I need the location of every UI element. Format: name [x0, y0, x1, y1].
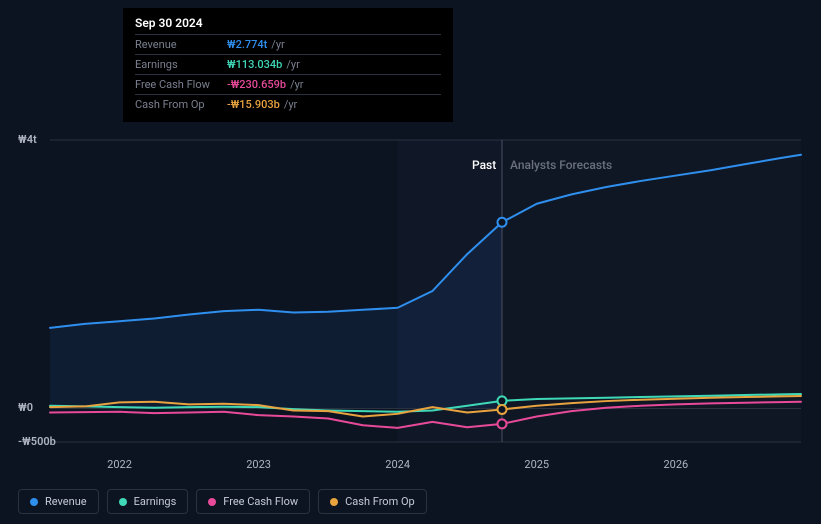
- legend-item-earnings[interactable]: Earnings: [107, 489, 189, 514]
- legend-label: Earnings: [134, 495, 177, 508]
- tooltip-row-suffix: /yr: [286, 58, 299, 71]
- y-axis-label: -₩500b: [18, 435, 56, 448]
- legend-container: Revenue Earnings Free Cash Flow Cash From O…: [18, 489, 427, 514]
- legend-label: Cash From Op: [345, 495, 415, 508]
- tooltip-row-value: -₩230.659b: [227, 78, 286, 91]
- tooltip-row-value: -₩15.903b: [227, 98, 280, 111]
- tooltip-date: Sep 30 2024: [135, 16, 441, 30]
- tooltip-row-suffix: /yr: [290, 78, 303, 91]
- tooltip-row-label: Earnings: [135, 58, 227, 71]
- legend-label: Free Cash Flow: [223, 495, 298, 508]
- tooltip-row: Earnings₩113.034b/yr: [135, 54, 441, 74]
- legend-item-revenue[interactable]: Revenue: [18, 489, 99, 514]
- x-axis-label: 2025: [524, 458, 549, 471]
- legend-dot-icon: [30, 498, 38, 506]
- tooltip-row: Revenue₩2.774t/yr: [135, 34, 441, 54]
- legend-item-free-cash-flow[interactable]: Free Cash Flow: [196, 489, 310, 514]
- legend-item-cash-from-op[interactable]: Cash From Op: [318, 489, 427, 514]
- tooltip-row-label: Revenue: [135, 38, 227, 51]
- x-axis-label: 2023: [246, 458, 271, 471]
- past-label: Past: [472, 158, 496, 172]
- legend-dot-icon: [208, 498, 216, 506]
- legend-dot-icon: [119, 498, 127, 506]
- y-axis-label: ₩4t: [18, 133, 37, 146]
- x-axis-label: 2024: [385, 458, 410, 471]
- tooltip-row-suffix: /yr: [284, 98, 297, 111]
- legend-dot-icon: [330, 498, 338, 506]
- forecast-label: Analysts Forecasts: [510, 158, 612, 172]
- tooltip: Sep 30 2024 Revenue₩2.774t/yrEarnings₩11…: [123, 8, 453, 122]
- tooltip-row-label: Cash From Op: [135, 98, 227, 111]
- tooltip-row: Free Cash Flow-₩230.659b/yr: [135, 74, 441, 94]
- x-axis-label: 2022: [107, 458, 132, 471]
- tooltip-row-value: ₩113.034b: [227, 58, 282, 71]
- tooltip-row-value: ₩2.774t: [227, 38, 267, 51]
- tooltip-row-suffix: /yr: [271, 38, 284, 51]
- x-axis-label: 2026: [663, 458, 688, 471]
- tooltip-row-label: Free Cash Flow: [135, 78, 227, 91]
- tooltip-row: Cash From Op-₩15.903b/yr: [135, 94, 441, 114]
- y-axis-label: ₩0: [18, 401, 33, 414]
- legend-label: Revenue: [45, 495, 87, 508]
